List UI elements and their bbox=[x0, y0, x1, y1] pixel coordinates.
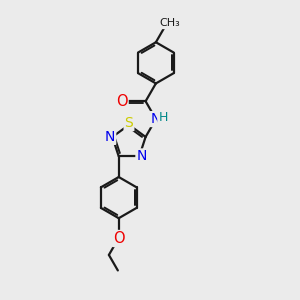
Text: S: S bbox=[124, 116, 134, 130]
Text: H: H bbox=[158, 111, 168, 124]
Text: N: N bbox=[136, 149, 147, 164]
Text: O: O bbox=[116, 94, 128, 109]
Text: N: N bbox=[151, 112, 161, 126]
Text: O: O bbox=[113, 231, 124, 246]
Text: N: N bbox=[105, 130, 115, 144]
Text: CH₃: CH₃ bbox=[159, 18, 180, 28]
